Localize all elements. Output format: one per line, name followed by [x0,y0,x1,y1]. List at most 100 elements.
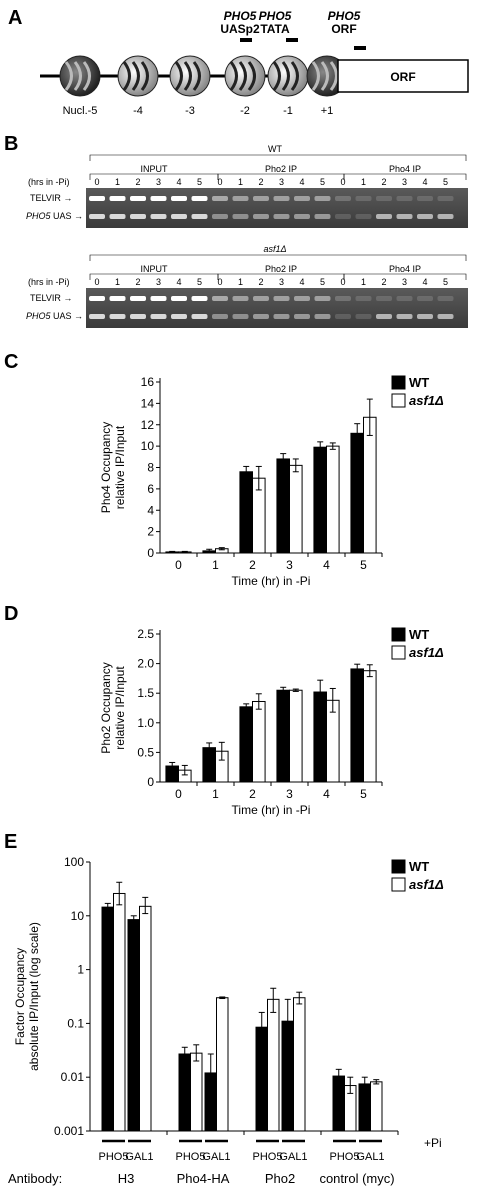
lane-label: 4 [176,277,181,287]
bar-0-2 [239,471,253,554]
nucleosome [59,55,101,97]
lane-label: 3 [279,277,284,287]
gel-band [150,196,167,201]
gel-band [232,214,249,219]
legend-label: asf1Δ [409,877,444,892]
marker-site: UASp2 [220,22,260,36]
x-tick-label: 4 [323,787,330,801]
gel-band [294,214,310,219]
marker-site: TATA [260,22,290,36]
gel-band [130,314,146,319]
chart-e: 1001010.10.010.001PHO5GAL1H3PHO5GAL1Pho4… [8,855,444,1186]
y-tick-label: 2 [147,525,154,539]
gel-band [232,296,249,301]
legend-label: asf1Δ [409,645,444,660]
legend-swatch [391,393,406,408]
band-label: PHO5 UAS → [26,311,83,321]
nucleosome-stripe [272,61,281,91]
lane-label: 0 [340,277,345,287]
gel-band [171,196,187,201]
lane-label: 0 [217,277,222,287]
nucleosome-label: -4 [133,105,143,117]
y-tick-label: 0.01 [61,1070,85,1084]
gel-band [417,296,433,301]
gel-band [253,314,269,319]
y-tick-label: 8 [147,461,154,475]
gel-band [212,314,228,319]
lane-label: 5 [320,277,325,287]
gene-label: PHO5 [253,1151,283,1163]
nucleosome-stripe [290,61,299,91]
bar-e-15 [370,1081,383,1132]
lane-label: 3 [402,177,407,187]
gel-band [130,214,146,219]
gene-label: PHO5 [99,1151,129,1163]
gel-band [150,296,167,301]
bar-e-11 [293,997,306,1132]
y-tick-label: 6 [147,482,154,496]
x-tick-label: 4 [323,558,330,572]
bar-e-0 [101,906,114,1132]
x-tick-label: 5 [360,558,367,572]
group-label: INPUT [141,164,169,174]
band-label: TELVIR → [30,293,72,303]
y-tick-label: 12 [141,418,155,432]
bar-1-4 [326,445,340,554]
gel-band [396,296,413,301]
antibody-label: H3 [118,1171,135,1186]
bar-e-12 [332,1075,345,1132]
nucleosome [117,55,159,97]
y-tick-label: 100 [64,855,84,869]
lane-label: 1 [238,177,243,187]
gel-band [191,314,208,319]
y-tick-label: 0.5 [137,745,154,759]
nucleosome-stripe [131,61,140,91]
bar-e-2 [127,919,140,1132]
gel-blot-wt: WT INPUT Pho2 IP Pho4 IP (hrs in -Pi) 0 1 2 3 4 5 0… [26,144,468,228]
antibody-label: Pho4-HA [177,1171,230,1186]
gel-band [417,214,433,219]
lane-label: 0 [340,177,345,187]
gel-band [191,296,208,301]
marker-orf: PHO5 ORF [328,9,366,50]
y-tick-label: 16 [141,375,155,389]
gel-band [109,314,126,319]
antibody-prefix: Antibody: [8,1171,62,1186]
gel-band [396,196,413,201]
lane-label: 4 [176,177,181,187]
marker-bar [240,38,252,42]
hrs-label: (hrs in -Pi) [28,277,70,287]
gel-band [294,196,310,201]
bar-e-8 [255,1026,268,1132]
nucleosome-stripe [311,61,320,91]
lane-label: 1 [361,177,366,187]
gel-band [355,314,372,319]
band-label: PHO5 UAS → [26,211,83,221]
y-tick-label: 2.0 [137,657,154,671]
y-axis-label: relative IP/Input [113,666,127,750]
y-tick-label: 2.5 [137,627,154,641]
bar-1-3 [289,464,303,554]
gel-band [335,296,351,301]
y-tick-label: 14 [141,396,155,410]
lane-label: 1 [115,177,120,187]
nucleosome-stripe [247,61,256,91]
gel-band [417,314,433,319]
legend-label: WT [409,859,429,874]
band-gene: PHO5 [26,211,52,221]
gel-band [314,296,331,301]
lane-label: 0 [217,177,222,187]
lane-label: 2 [258,277,263,287]
lane-label: 1 [238,277,243,287]
gene-label: GAL1 [279,1151,307,1163]
lane-label: 5 [443,177,448,187]
gel-band [89,214,105,219]
gel-band [376,214,392,219]
bar-1-5 [363,416,377,554]
gel-band [130,296,146,301]
bar-0-4 [313,446,328,554]
bar-e-3 [139,905,152,1132]
nucleosome-label: Nucl.-5 [63,105,98,117]
strain-label: WT [268,144,282,154]
pi-label: +Pi [424,1136,442,1150]
